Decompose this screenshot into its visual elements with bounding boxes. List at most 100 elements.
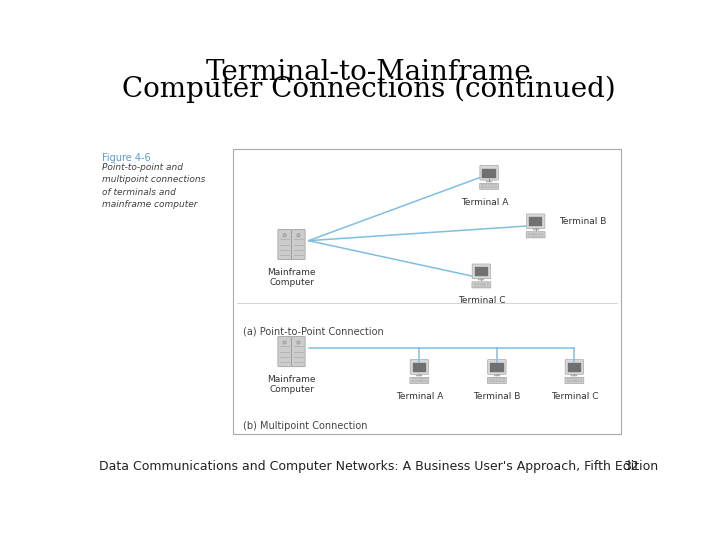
Bar xyxy=(499,378,501,379)
Bar xyxy=(484,282,486,284)
Bar xyxy=(495,381,498,382)
Bar xyxy=(486,180,492,182)
Circle shape xyxy=(297,341,300,344)
Bar xyxy=(491,187,494,188)
Bar xyxy=(478,279,485,280)
Bar xyxy=(415,380,418,381)
FancyBboxPatch shape xyxy=(487,377,506,383)
Bar xyxy=(495,186,497,187)
Bar xyxy=(541,233,544,234)
Bar xyxy=(567,381,569,382)
Text: Terminal B: Terminal B xyxy=(473,392,521,401)
Bar xyxy=(572,375,577,376)
Bar xyxy=(485,187,487,188)
Bar xyxy=(474,267,488,276)
Bar xyxy=(480,286,482,287)
Bar xyxy=(488,184,490,185)
Bar xyxy=(573,380,575,381)
Bar xyxy=(425,381,427,382)
Bar xyxy=(538,235,540,237)
Bar xyxy=(499,381,501,382)
Bar xyxy=(495,187,497,188)
Bar xyxy=(580,380,582,381)
Bar xyxy=(503,381,505,382)
Bar xyxy=(495,380,498,381)
Bar xyxy=(421,378,424,379)
FancyBboxPatch shape xyxy=(480,165,498,180)
Bar xyxy=(580,378,582,379)
Bar xyxy=(489,380,492,381)
Bar xyxy=(570,381,572,382)
Bar xyxy=(412,378,414,379)
Bar xyxy=(538,234,540,235)
FancyBboxPatch shape xyxy=(410,360,428,374)
Bar xyxy=(534,234,537,235)
Bar xyxy=(489,378,492,379)
FancyBboxPatch shape xyxy=(292,230,305,260)
Bar xyxy=(474,284,476,285)
Bar xyxy=(528,235,530,237)
Text: (b) Multipoint Connection: (b) Multipoint Connection xyxy=(243,421,367,430)
Bar xyxy=(415,381,418,382)
Bar xyxy=(489,381,492,382)
Bar xyxy=(482,168,496,178)
Circle shape xyxy=(297,234,300,237)
Bar xyxy=(421,380,424,381)
Bar xyxy=(499,380,501,381)
Bar xyxy=(577,380,579,381)
Bar xyxy=(570,378,572,379)
Bar xyxy=(492,380,495,381)
Bar xyxy=(485,186,487,187)
Bar xyxy=(487,286,489,287)
FancyBboxPatch shape xyxy=(565,360,584,374)
FancyBboxPatch shape xyxy=(472,282,491,288)
Bar xyxy=(531,235,534,237)
Bar xyxy=(570,380,572,381)
Bar xyxy=(425,378,427,379)
Bar xyxy=(233,150,621,434)
Bar xyxy=(488,187,490,188)
Bar xyxy=(481,184,484,185)
Bar xyxy=(474,286,476,287)
Bar xyxy=(495,378,498,379)
Bar xyxy=(528,234,530,235)
Bar xyxy=(477,286,480,287)
Bar xyxy=(481,186,484,187)
Text: Point-to-point and
multipoint connections
of terminals and
mainframe computer: Point-to-point and multipoint connection… xyxy=(102,163,205,209)
Bar xyxy=(418,381,420,382)
Bar xyxy=(421,381,424,382)
FancyBboxPatch shape xyxy=(526,232,545,238)
Text: 32: 32 xyxy=(623,460,639,473)
Bar xyxy=(480,284,482,285)
Bar xyxy=(492,378,495,379)
FancyBboxPatch shape xyxy=(526,214,545,228)
Text: Mainframe
Computer: Mainframe Computer xyxy=(267,268,316,287)
Bar xyxy=(477,284,480,285)
Bar xyxy=(538,233,540,234)
Bar xyxy=(541,234,544,235)
FancyBboxPatch shape xyxy=(278,230,292,260)
Bar xyxy=(484,286,486,287)
Bar xyxy=(531,234,534,235)
Bar xyxy=(573,381,575,382)
Bar xyxy=(503,378,505,379)
Bar xyxy=(425,380,427,381)
Bar xyxy=(487,284,489,285)
Bar xyxy=(418,378,420,379)
Circle shape xyxy=(283,341,287,344)
Bar xyxy=(481,187,484,188)
Bar xyxy=(529,217,542,226)
Text: Terminal C: Terminal C xyxy=(458,296,505,305)
Bar xyxy=(533,229,539,231)
Bar xyxy=(573,378,575,379)
Bar xyxy=(490,363,503,372)
Bar xyxy=(477,282,480,284)
FancyBboxPatch shape xyxy=(487,360,506,374)
Text: Terminal C: Terminal C xyxy=(551,392,598,401)
FancyBboxPatch shape xyxy=(472,264,490,279)
Bar xyxy=(580,381,582,382)
Bar xyxy=(415,378,418,379)
Bar xyxy=(413,363,426,372)
Bar xyxy=(416,375,423,376)
Text: (a) Point-to-Point Connection: (a) Point-to-Point Connection xyxy=(243,326,384,336)
